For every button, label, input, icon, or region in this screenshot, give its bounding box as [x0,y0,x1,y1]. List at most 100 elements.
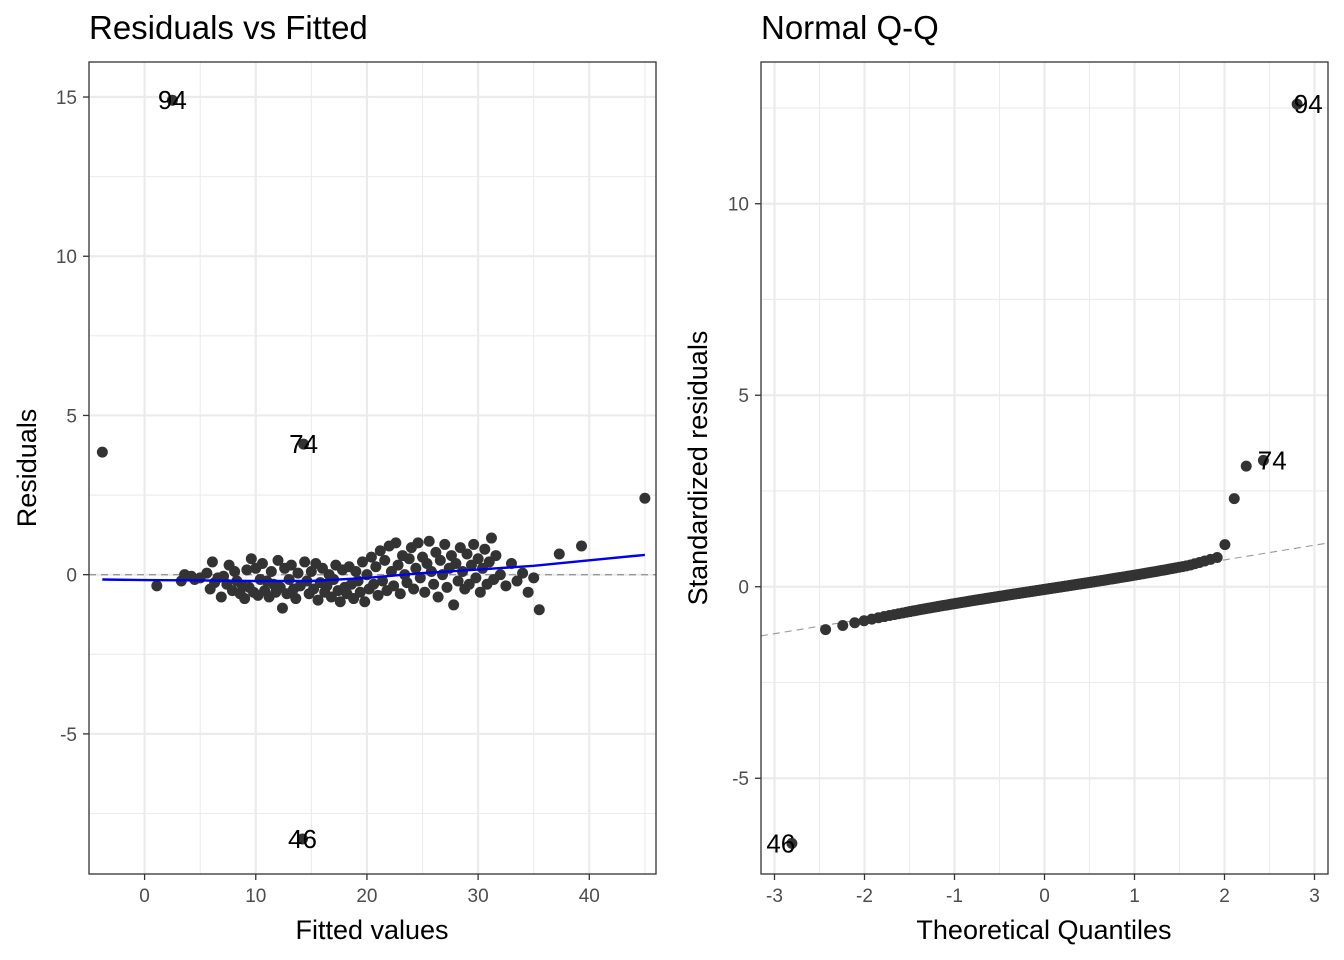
data-point [241,564,253,576]
data-point [201,567,213,579]
x-tick-label: 1 [1129,886,1140,907]
data-point [522,586,534,598]
data-point [1228,493,1240,505]
normal-qq-title: Normal Q-Q [761,9,939,46]
x-tick-label: -1 [946,886,963,907]
data-point [1219,539,1231,551]
data-point [379,554,391,566]
x-tick-label: 20 [356,886,377,907]
data-point [820,624,832,636]
data-point [272,554,284,566]
data-point [414,572,426,584]
data-point [448,599,460,611]
x-tick-label: 10 [245,886,266,907]
x-tick-label: 3 [1309,886,1320,907]
x-tick-label: -3 [766,886,783,907]
point-label: 46 [288,824,317,854]
y-tick-label: -5 [732,769,749,790]
data-point [461,548,473,560]
data-point [450,558,462,570]
data-point [206,556,218,568]
point-label: 94 [158,85,187,115]
data-point [419,586,431,598]
data-point [298,438,310,450]
point-label: 74 [1258,445,1287,475]
data-point [365,551,377,563]
data-point [388,580,400,592]
point-label: 94 [1294,89,1323,119]
data-point [372,589,384,601]
data-point [290,593,302,605]
data-point [368,578,380,590]
x-tick-label: 2 [1219,886,1230,907]
data-point [166,94,178,106]
qq-y-axis-title: Standardized residuals [683,331,713,606]
data-point [276,602,288,614]
data-point [432,591,444,603]
point-label: 74 [289,429,318,459]
data-point [517,567,529,579]
data-point [359,596,371,608]
data-point [292,567,304,579]
data-point [490,550,502,562]
y-tick-label: 5 [66,406,77,427]
x-tick-label: 30 [468,886,489,907]
data-point [215,591,227,603]
data-point [239,593,251,605]
data-point [299,556,311,568]
data-point [256,558,268,570]
data-point [350,565,362,577]
residuals-y-axis-title: Residuals [12,409,42,528]
data-point [283,573,295,585]
data-point [423,535,435,547]
data-point [511,575,523,587]
y-tick-label: 10 [56,247,77,268]
data-point [434,554,446,566]
data-point [470,572,482,584]
data-point [837,619,849,631]
y-tick-label: 5 [738,386,749,407]
smooth-trend-line [102,553,646,583]
x-tick-label: 0 [139,886,150,907]
residuals-plot-frame [88,61,657,875]
data-point [494,569,506,581]
data-point [1257,454,1269,466]
data-point [377,575,389,587]
data-point [392,559,404,571]
data-point [354,586,366,598]
data-point [374,545,386,557]
data-point [468,538,480,550]
y-tick-label: -5 [60,725,77,746]
data-point [390,537,402,549]
x-tick-label: -2 [856,886,873,907]
x-tick-label: 40 [579,886,600,907]
data-point [312,594,324,606]
qq-x-axis-title: Theoretical Quantiles [916,915,1171,945]
data-point [576,540,588,552]
data-point [849,617,861,629]
data-point [356,556,368,568]
data-point [394,588,406,600]
point-label: 46 [766,828,795,858]
data-point [441,581,453,593]
data-point [151,580,163,592]
residuals-vs-fitted-title: Residuals vs Fitted [89,9,368,46]
y-tick-label: 10 [728,195,749,216]
data-point [285,559,297,571]
data-point [553,548,565,560]
data-point [479,543,491,555]
data-point [500,580,512,592]
data-point [334,596,346,608]
y-tick-label: 0 [66,566,77,587]
data-point [370,561,382,573]
data-point [96,446,108,458]
data-point [412,537,424,549]
data-point [428,578,440,590]
data-point [403,553,415,565]
data-point [439,538,451,550]
data-point [229,565,241,577]
data-point [1291,98,1303,110]
data-point [528,572,540,584]
data-point [245,553,257,565]
